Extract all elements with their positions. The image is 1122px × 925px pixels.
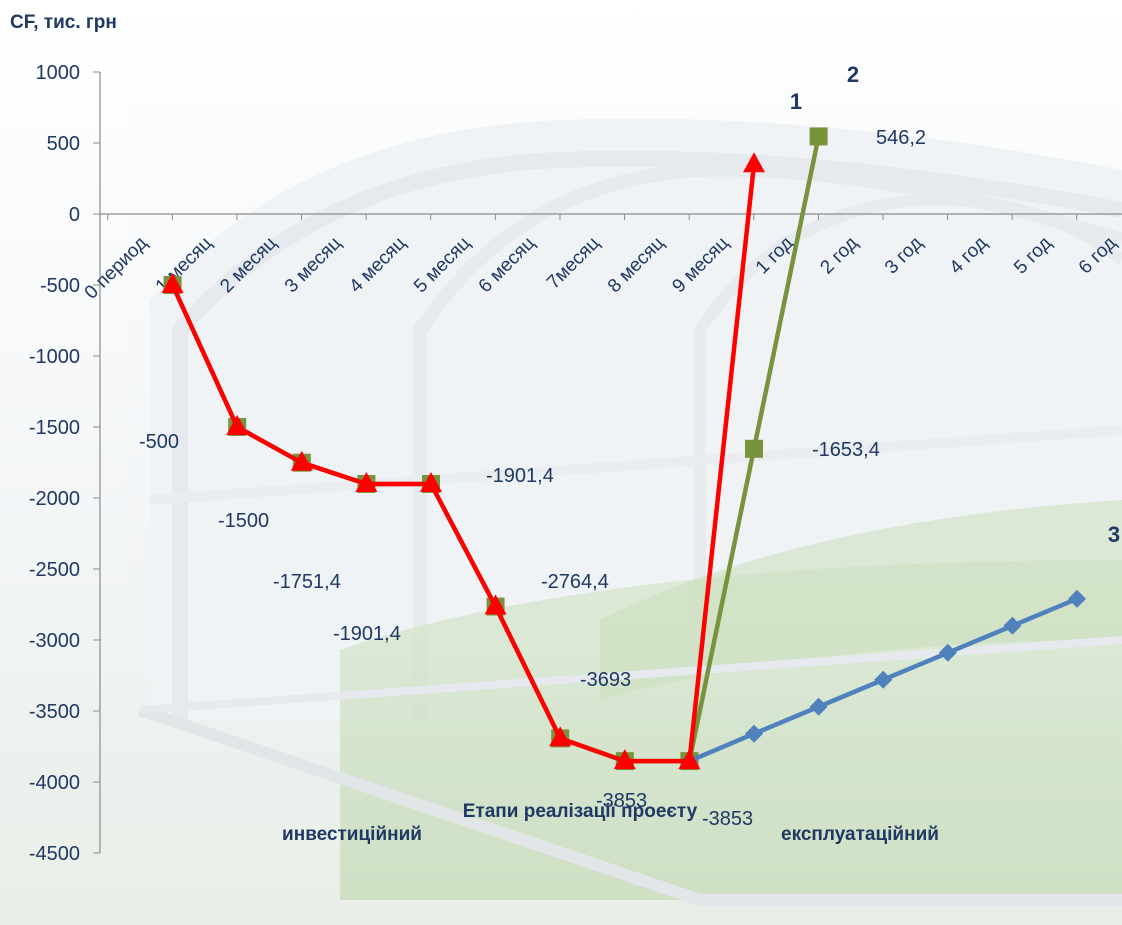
triangle-marker <box>420 471 442 492</box>
y-tick-label: -4500 <box>29 843 80 865</box>
chart-labels-layer: -500 -1500 -1751,4 -1901,4 -1901,4 -2764,4 -36… <box>139 62 1120 830</box>
data-label: -1901,4 <box>486 465 554 487</box>
triangle-marker <box>678 749 701 770</box>
square-marker <box>809 127 828 146</box>
triangle-marker <box>161 273 184 293</box>
diamond-marker <box>1003 616 1022 635</box>
data-label: -2764,4 <box>541 571 609 593</box>
diamond-marker <box>874 670 893 689</box>
series-line-1 <box>170 164 757 764</box>
series-1 <box>161 152 765 770</box>
diamond-marker <box>745 724 763 743</box>
data-label: -1751,4 <box>273 571 341 593</box>
x-axis-title: Етапи реалізації проеєту <box>463 801 698 822</box>
stage-label-investment: инвестиційний <box>282 824 422 845</box>
triangle-marker <box>613 749 636 770</box>
diamond-marker <box>809 697 828 716</box>
triangle-marker <box>226 415 249 435</box>
series-tag-3: 3 <box>1108 522 1120 547</box>
triangle-marker <box>743 152 765 173</box>
triangle-marker <box>484 594 507 615</box>
y-tick-label: -1500 <box>29 417 80 439</box>
series-tag-1: 1 <box>790 89 802 114</box>
data-label: -3693 <box>580 669 631 691</box>
y-tick-label: -4000 <box>29 772 80 794</box>
y-tick-label: 1000 <box>36 62 81 84</box>
y-tick-label: 0 <box>69 204 80 226</box>
data-label: -3853 <box>702 808 753 830</box>
square-marker <box>745 439 763 458</box>
data-label: 546,2 <box>876 127 926 149</box>
y-tick-label: -500 <box>40 275 80 297</box>
data-label: -500 <box>139 431 179 453</box>
triangle-marker <box>549 726 572 747</box>
chart-series-layer <box>161 127 1086 771</box>
y-tick-label: -2500 <box>29 559 80 581</box>
y-tick-label: -3500 <box>29 701 80 723</box>
y-tick-label: -2000 <box>29 488 80 510</box>
diamond-marker <box>938 643 957 662</box>
triangle-marker <box>290 450 313 471</box>
y-tick-label: 500 <box>47 133 80 155</box>
data-label: -1901,4 <box>333 623 401 645</box>
diamond-marker <box>1068 589 1086 608</box>
series-3 <box>680 589 1086 771</box>
data-label: -1653,4 <box>812 439 880 461</box>
data-label: -1500 <box>218 510 269 532</box>
y-tick-label: -1000 <box>29 346 80 368</box>
triangle-marker <box>355 471 378 492</box>
y-tick-label: -3000 <box>29 630 80 652</box>
y-axis-title: CF, тис. грн <box>10 12 117 33</box>
series-tag-2: 2 <box>847 62 859 87</box>
stage-label-operation: експлуатаційний <box>781 824 939 845</box>
data-label: -3853 <box>596 790 647 812</box>
